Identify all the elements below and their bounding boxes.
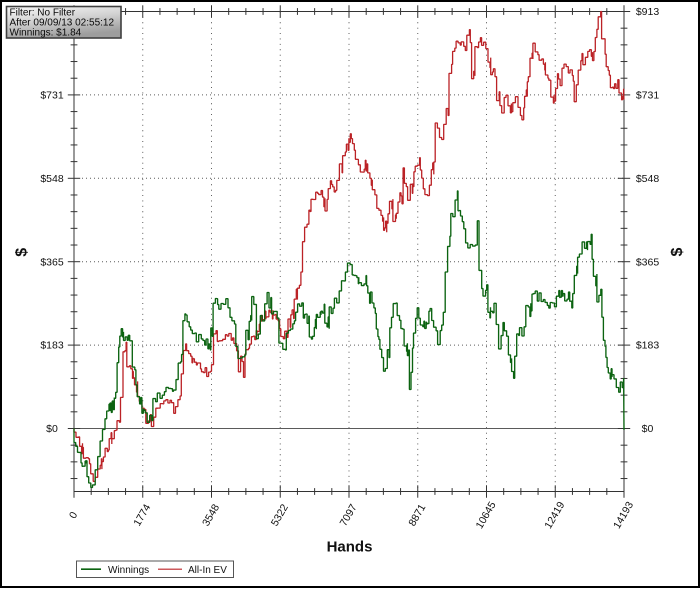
- svg-text:Winnings: Winnings: [108, 565, 149, 576]
- svg-text:Winnings: $1.84: Winnings: $1.84: [10, 28, 82, 39]
- svg-text:$913: $913: [636, 6, 660, 18]
- svg-text:$183: $183: [636, 340, 660, 352]
- svg-text:$731: $731: [636, 90, 660, 102]
- svg-text:$183: $183: [40, 340, 64, 352]
- svg-text:$0: $0: [46, 423, 58, 435]
- svg-text:0: 0: [67, 510, 80, 521]
- svg-text:$0: $0: [642, 423, 654, 435]
- svg-text:Filter: No Filter: Filter: No Filter: [10, 8, 76, 19]
- svg-text:All-In EV: All-In EV: [188, 565, 227, 576]
- svg-text:$365: $365: [636, 256, 660, 268]
- svg-text:After 09/09/13 02:55:12: After 09/09/13 02:55:12: [10, 18, 115, 29]
- svg-text:$365: $365: [40, 256, 64, 268]
- svg-text:$731: $731: [40, 90, 64, 102]
- svg-text:$: $: [14, 248, 31, 257]
- svg-text:$: $: [669, 247, 686, 256]
- svg-text:$548: $548: [40, 173, 64, 185]
- svg-text:Hands: Hands: [327, 539, 373, 556]
- svg-text:$548: $548: [636, 173, 660, 185]
